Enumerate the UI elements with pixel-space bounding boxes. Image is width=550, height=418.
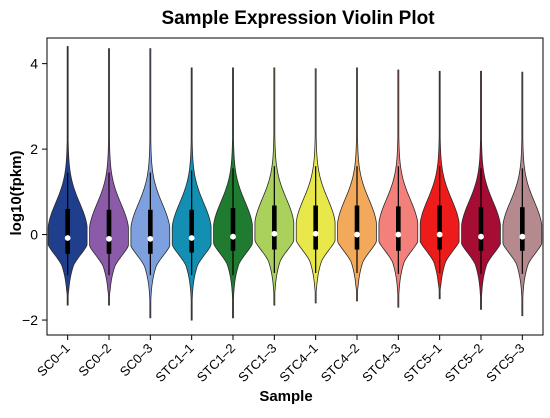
- x-axis-label: Sample: [259, 388, 312, 405]
- y-tick-label: −2: [22, 312, 38, 328]
- violin-iqr-box: [230, 208, 236, 251]
- violin-iqr-box: [437, 205, 442, 250]
- violin-iqr-box: [106, 209, 112, 254]
- y-tick-label: 2: [30, 141, 38, 157]
- x-tick-label: STC5–2: [442, 341, 486, 385]
- violin-median-point: [188, 235, 195, 241]
- x-tick-label: STC1–1: [152, 341, 196, 385]
- violin-median-point: [436, 231, 443, 238]
- violin-iqr-box: [354, 205, 360, 250]
- violin-median-point: [312, 230, 319, 237]
- violin-median-point: [64, 235, 71, 241]
- violin-median-point: [147, 235, 154, 242]
- x-tick-label: STC4–3: [359, 341, 403, 385]
- x-tick-label: SC0–1: [34, 341, 73, 380]
- violin-3: [130, 48, 171, 319]
- violin-1: [47, 46, 88, 306]
- violin-iqr-box: [272, 205, 277, 250]
- x-tick-label: SC0–3: [117, 341, 156, 380]
- x-tick-label: STC4–2: [318, 341, 362, 385]
- violin-iqr-box: [65, 208, 70, 254]
- violin-median-point: [478, 233, 484, 240]
- plot-frame: [46, 37, 544, 336]
- violin-7: [295, 68, 336, 304]
- violin-median-point: [354, 231, 360, 238]
- chart-title: Sample Expression Violin Plot: [161, 8, 435, 29]
- violin-9: [378, 69, 419, 308]
- violin-iqr-box: [313, 205, 318, 250]
- violin-iqr-box: [478, 207, 484, 251]
- y-axis-ticks: −2 0 2 4: [22, 56, 47, 328]
- violin-iqr-box: [520, 207, 525, 251]
- y-tick-label: 4: [30, 56, 38, 72]
- violin-2: [89, 48, 129, 306]
- violin-iqr-box: [189, 209, 194, 253]
- violins: [47, 46, 543, 321]
- x-tick-label: STC5–3: [483, 341, 527, 385]
- violin-11: [461, 70, 501, 310]
- violin-median-point: [106, 235, 112, 242]
- violin-6: [254, 67, 295, 306]
- x-tick-label: STC4–1: [276, 341, 320, 385]
- violin-median-point: [230, 233, 236, 240]
- violin-5: [213, 67, 253, 319]
- x-tick-label: STC1–2: [194, 341, 238, 385]
- violin-iqr-box: [396, 206, 401, 251]
- violin-median-point: [519, 233, 526, 240]
- x-tick-label: STC5–1: [400, 341, 444, 385]
- x-tick-label: SC0–2: [75, 341, 114, 380]
- x-axis-ticks: SC0–1 SC0–2 SC0–3STC1–1STC1–2STC1–3STC4–1S…: [34, 335, 527, 385]
- violin-4: [171, 67, 212, 321]
- y-axis-label: log10(fpkm): [8, 150, 25, 235]
- violin-12: [502, 71, 543, 317]
- violin-iqr-box: [148, 209, 153, 254]
- y-tick-label: 0: [30, 227, 38, 243]
- x-tick-label: STC1–3: [235, 341, 279, 385]
- violin-median-point: [395, 231, 402, 238]
- violin-8: [337, 67, 377, 302]
- violin-10: [419, 70, 460, 300]
- violin-median-point: [271, 230, 278, 237]
